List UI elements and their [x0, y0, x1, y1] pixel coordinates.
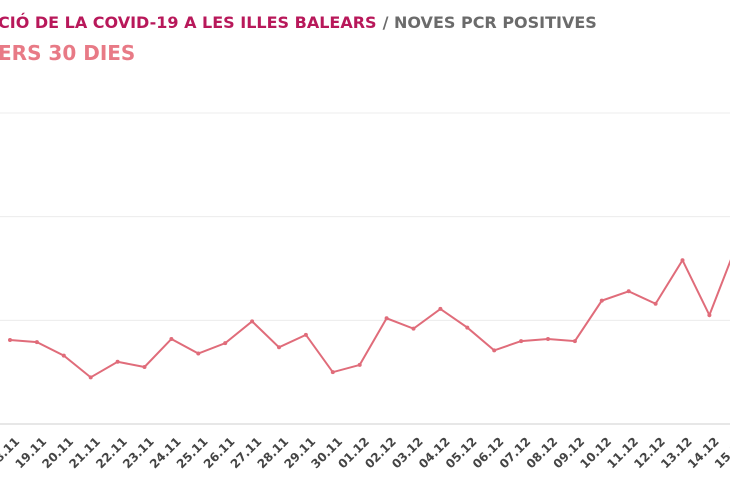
point [277, 345, 281, 350]
point [465, 325, 470, 330]
point [411, 326, 416, 331]
point [599, 298, 604, 303]
point [492, 348, 497, 353]
chart-title-suffix: / NOVES PCR POSITIVES [383, 13, 597, 32]
point [330, 370, 335, 375]
point [519, 339, 524, 344]
point [88, 375, 93, 380]
point [61, 353, 66, 358]
point [142, 364, 147, 369]
point [34, 340, 39, 345]
point [303, 332, 308, 337]
point [680, 258, 685, 263]
point [707, 313, 712, 318]
point [438, 306, 443, 311]
point [196, 351, 201, 356]
point [115, 359, 120, 364]
point [8, 338, 12, 343]
point [169, 336, 174, 341]
point [384, 316, 389, 321]
point [357, 362, 362, 367]
point [626, 289, 631, 294]
point [653, 301, 658, 306]
point [546, 336, 550, 341]
point [250, 319, 255, 324]
line [9, 258, 730, 379]
point [572, 339, 577, 344]
chart-subtitle: ERS 30 DIES [0, 41, 135, 65]
chart-title: CIÓ DE LA COVID-19 A LES ILLES BALEARS [0, 13, 377, 32]
point [223, 341, 228, 346]
